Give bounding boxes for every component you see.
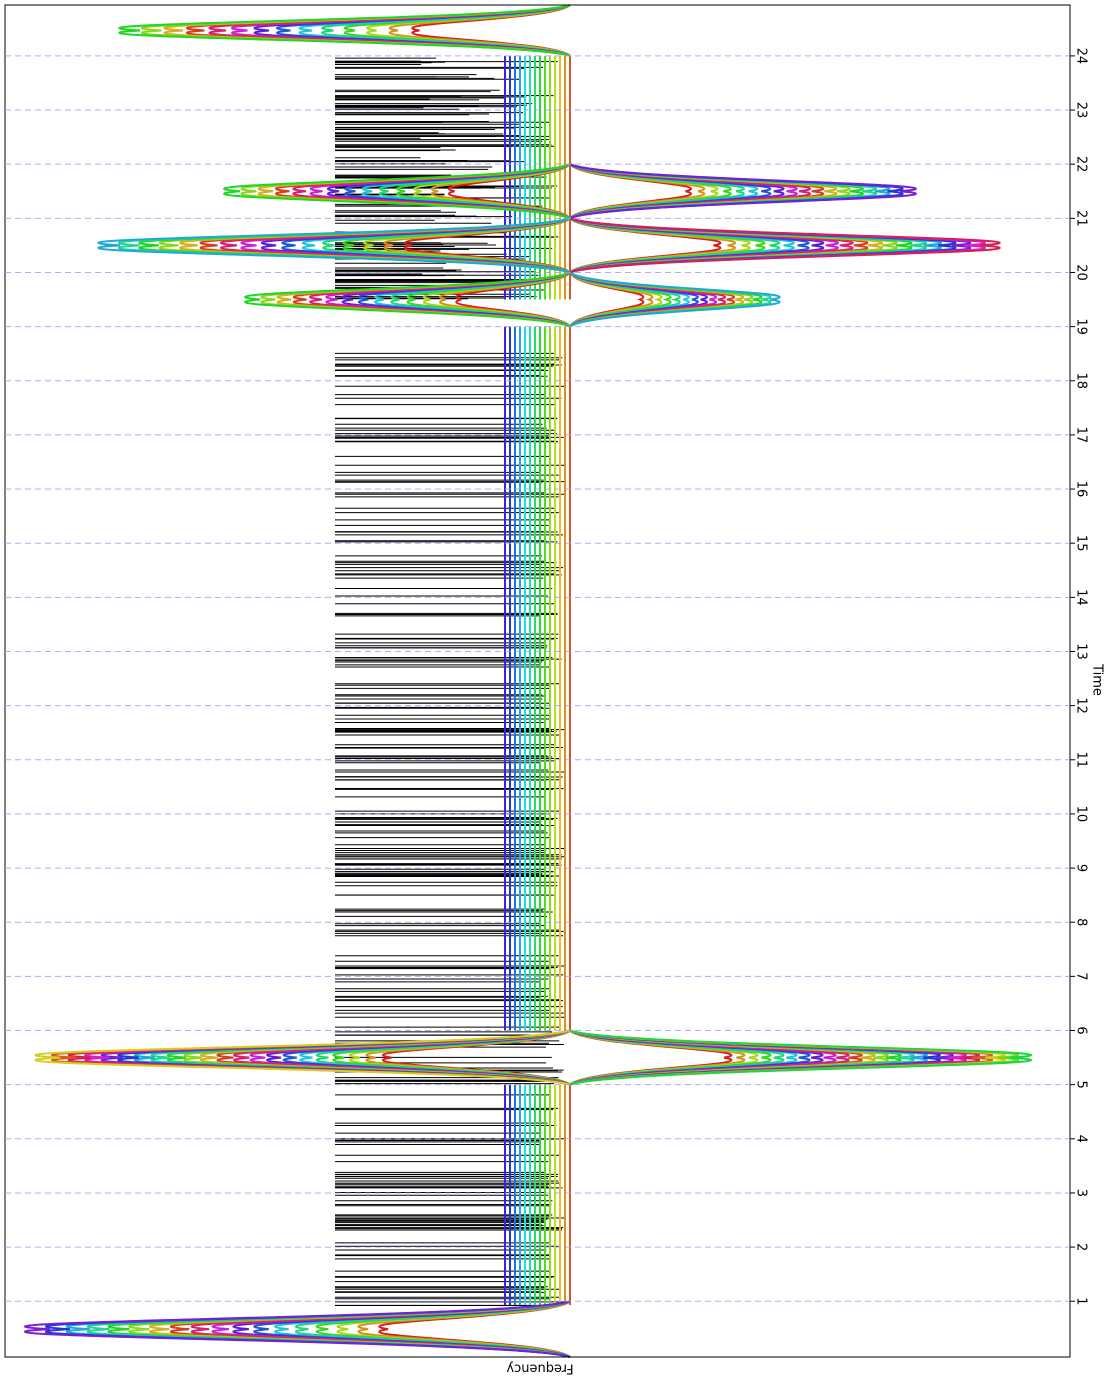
curve [224,164,570,218]
x-tick-label: 3 [1074,1189,1089,1197]
decoration [25,5,1031,1357]
curve [119,5,570,56]
x-tick-label: 8 [1074,918,1089,926]
x-tick-label: 24 [1074,48,1089,65]
x-tick-label: 23 [1074,102,1089,119]
x-axis-label: Time [1090,663,1105,696]
x-tick-label: 1 [1074,1297,1089,1305]
x-tick-label: 11 [1074,752,1089,769]
x-tick-label: 10 [1074,806,1089,823]
y-axis-label: Frequency [506,1361,573,1376]
x-tick-label: 14 [1074,589,1089,606]
x-tick-label: 17 [1074,427,1089,444]
x-tick-label: 2 [1074,1243,1089,1251]
x-tick-label: 15 [1074,535,1089,552]
x-tick-label: 13 [1074,643,1089,660]
x-tick-label: 20 [1074,264,1089,281]
x-tick-label: 21 [1074,210,1089,227]
x-tick-label: 16 [1074,481,1089,498]
chart: Time Frequency 1234567891011121314151617… [0,0,1107,1379]
x-tick-label: 4 [1074,1135,1089,1143]
x-tick-label: 22 [1074,156,1089,173]
x-tick-label: 6 [1074,1026,1089,1034]
x-tick-label: 12 [1074,697,1089,714]
x-tick-label: 9 [1074,864,1089,872]
x-tick-label: 7 [1074,972,1089,980]
x-tick-label: 19 [1074,318,1089,335]
x-tick-label: 5 [1074,1081,1089,1089]
x-tick-label: 18 [1074,372,1089,389]
